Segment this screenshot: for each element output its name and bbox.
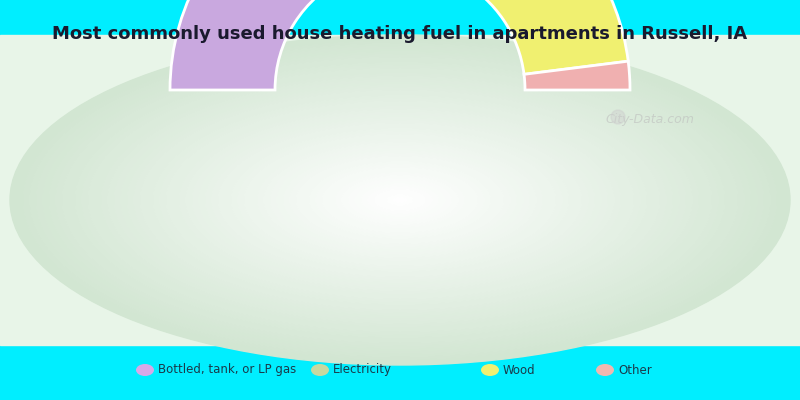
Ellipse shape (322, 167, 478, 233)
Ellipse shape (88, 68, 712, 332)
Wedge shape (170, 0, 346, 90)
Circle shape (611, 110, 625, 124)
Ellipse shape (136, 364, 154, 376)
Ellipse shape (367, 186, 433, 214)
Ellipse shape (49, 52, 751, 348)
Ellipse shape (75, 62, 725, 338)
Ellipse shape (55, 54, 745, 346)
Ellipse shape (394, 197, 406, 203)
Ellipse shape (69, 60, 731, 340)
Ellipse shape (481, 364, 499, 376)
Ellipse shape (82, 65, 718, 335)
Ellipse shape (244, 134, 556, 266)
Ellipse shape (348, 178, 452, 222)
Ellipse shape (315, 164, 485, 236)
Ellipse shape (114, 79, 686, 321)
Ellipse shape (309, 162, 491, 238)
Ellipse shape (311, 364, 329, 376)
Ellipse shape (153, 96, 647, 304)
Ellipse shape (186, 109, 614, 291)
Text: Electricity: Electricity (333, 364, 392, 376)
Ellipse shape (94, 71, 706, 329)
Ellipse shape (140, 90, 660, 310)
Ellipse shape (205, 118, 595, 282)
Ellipse shape (381, 192, 419, 208)
Ellipse shape (335, 172, 465, 228)
Ellipse shape (107, 76, 693, 324)
Ellipse shape (250, 137, 550, 263)
Ellipse shape (231, 128, 569, 272)
Ellipse shape (166, 101, 634, 299)
Ellipse shape (329, 170, 471, 230)
Ellipse shape (270, 145, 530, 255)
Ellipse shape (238, 131, 562, 269)
Wedge shape (524, 61, 630, 90)
Ellipse shape (263, 142, 537, 258)
Ellipse shape (30, 43, 770, 357)
Ellipse shape (23, 40, 777, 360)
Ellipse shape (277, 148, 523, 252)
Ellipse shape (354, 181, 446, 219)
Ellipse shape (361, 184, 439, 216)
Ellipse shape (198, 115, 602, 285)
Ellipse shape (134, 87, 666, 313)
Ellipse shape (36, 46, 764, 354)
Ellipse shape (62, 57, 738, 343)
Ellipse shape (342, 175, 458, 225)
Ellipse shape (17, 38, 783, 362)
Text: Other: Other (618, 364, 652, 376)
Ellipse shape (159, 98, 641, 302)
Ellipse shape (283, 150, 517, 250)
Bar (0, 35, 800, 345)
Ellipse shape (173, 104, 627, 296)
Ellipse shape (211, 120, 589, 280)
Ellipse shape (42, 49, 758, 351)
Ellipse shape (101, 74, 699, 326)
Ellipse shape (192, 112, 608, 288)
Ellipse shape (225, 126, 575, 274)
Ellipse shape (127, 84, 673, 316)
Ellipse shape (179, 106, 621, 294)
Ellipse shape (146, 93, 654, 307)
Text: Bottled, tank, or LP gas: Bottled, tank, or LP gas (158, 364, 296, 376)
Ellipse shape (374, 189, 426, 211)
Wedge shape (460, 0, 628, 74)
Ellipse shape (596, 364, 614, 376)
Text: Most commonly used house heating fuel in apartments in Russell, IA: Most commonly used house heating fuel in… (53, 25, 747, 43)
Ellipse shape (121, 82, 679, 318)
Ellipse shape (257, 140, 543, 260)
Ellipse shape (290, 153, 510, 247)
Ellipse shape (10, 35, 790, 365)
Ellipse shape (302, 159, 498, 241)
Ellipse shape (218, 123, 582, 277)
Ellipse shape (387, 194, 413, 206)
Text: City-Data.com: City-Data.com (606, 114, 694, 126)
Ellipse shape (296, 156, 504, 244)
Text: Wood: Wood (503, 364, 536, 376)
